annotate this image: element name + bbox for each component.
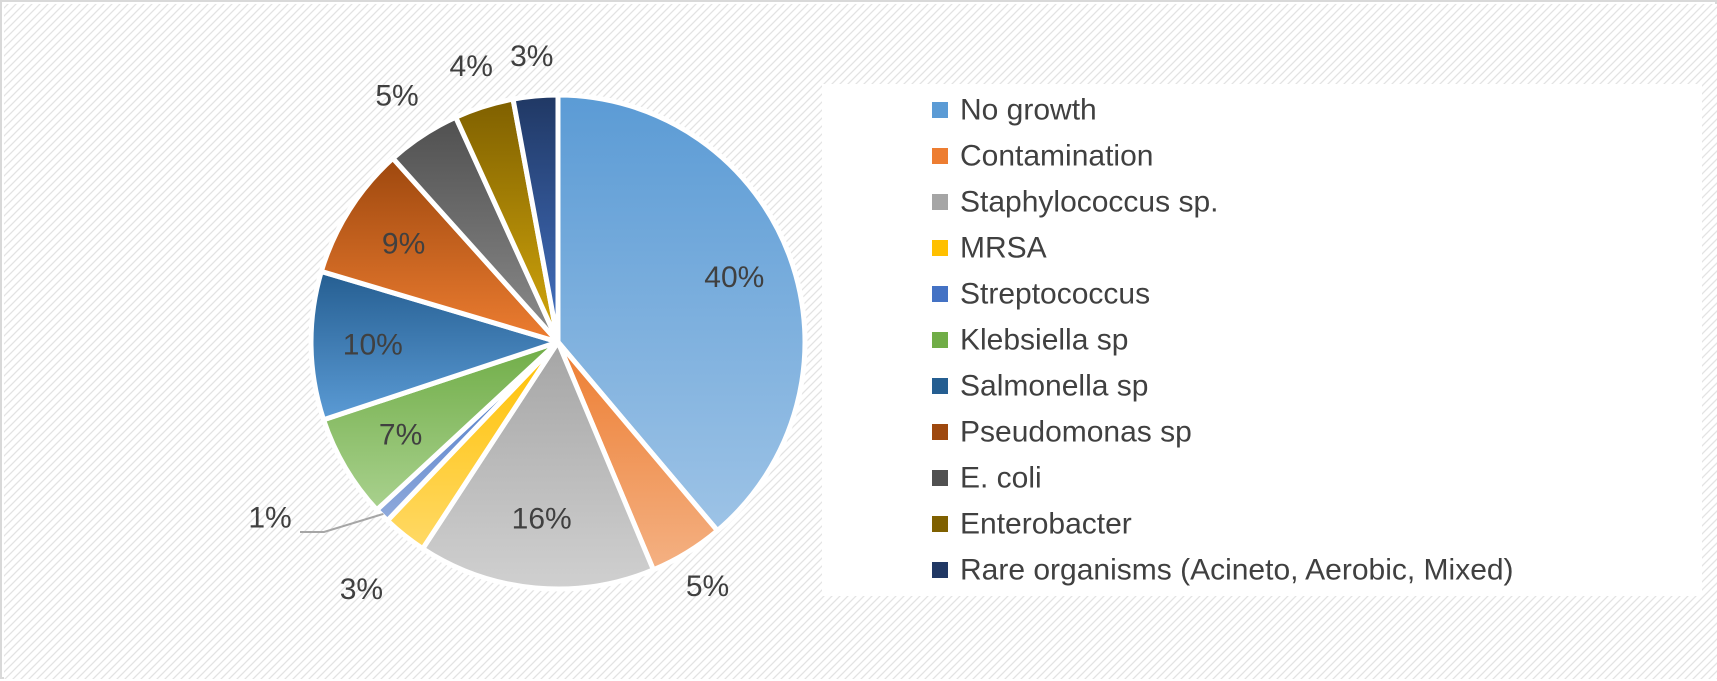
legend-label-pseudomonas-sp: Pseudomonas sp	[960, 416, 1192, 449]
data-labels: 40% 5% 16% 3% 1% 7% 10% 9% 5% 4% 3%	[248, 40, 764, 606]
data-label-rare-organisms-acineto-aerobic-mixed: 3%	[510, 40, 553, 73]
data-label-streptococcus: 1%	[248, 502, 291, 535]
legend-label-staphylococcus-sp: Staphylococcus sp.	[960, 186, 1218, 219]
legend-swatch-streptococcus	[932, 286, 948, 302]
legend-swatch-e-coli	[932, 470, 948, 486]
legend-swatch-pseudomonas-sp	[932, 424, 948, 440]
legend-label-no-growth: No growth	[960, 94, 1097, 127]
data-label-mrsa: 3%	[340, 573, 383, 606]
data-label-pseudomonas-sp: 9%	[382, 228, 425, 261]
data-label-e-coli: 5%	[375, 80, 418, 113]
legend-label-salmonella-sp: Salmonella sp	[960, 370, 1148, 403]
leader-lines	[300, 512, 384, 533]
data-label-enterobacter: 4%	[450, 50, 493, 83]
legend-label-mrsa: MRSA	[960, 232, 1047, 265]
data-label-klebsiella-sp: 7%	[379, 419, 422, 452]
legend-background	[822, 84, 1702, 596]
legend-label-klebsiella-sp: Klebsiella sp	[960, 324, 1128, 357]
slice-pseudomonas-sp	[318, 155, 561, 345]
legend-label-rare-organisms-acineto-aerobic-mixed: Rare organisms (Acineto, Aerobic, Mixed)	[960, 554, 1514, 587]
leader-line-streptococcus	[300, 512, 384, 533]
data-label-salmonella-sp: 10%	[343, 328, 403, 361]
data-label-staphylococcus-sp: 16%	[512, 503, 572, 536]
slice-salmonella-sp	[308, 268, 561, 423]
legend-label-streptococcus: Streptococcus	[960, 278, 1150, 311]
legend-swatch-enterobacter	[932, 516, 948, 532]
legend-swatch-no-growth	[932, 102, 948, 118]
legend-swatch-klebsiella-sp	[932, 332, 948, 348]
slice-rare-organisms-acineto-aerobic-mixed	[510, 92, 561, 345]
legend-label-contamination: Contamination	[960, 140, 1153, 173]
legend: No growth Contamination Staphylococcus sp.…	[932, 94, 1514, 587]
legend-swatch-salmonella-sp	[932, 378, 948, 394]
slice-no-growth	[555, 92, 808, 534]
data-label-contamination: 5%	[686, 570, 729, 603]
legend-label-e-coli: E. coli	[960, 462, 1042, 495]
pie-slices	[308, 92, 808, 592]
legend-swatch-staphylococcus-sp	[932, 194, 948, 210]
legend-swatch-mrsa	[932, 240, 948, 256]
legend-swatch-contamination	[932, 148, 948, 164]
slice-staphylococcus-sp	[420, 339, 656, 592]
data-label-no-growth: 40%	[704, 261, 764, 294]
legend-label-enterobacter: Enterobacter	[960, 508, 1132, 541]
legend-swatch-rare-organisms-acineto-aerobic-mixed	[932, 562, 948, 578]
